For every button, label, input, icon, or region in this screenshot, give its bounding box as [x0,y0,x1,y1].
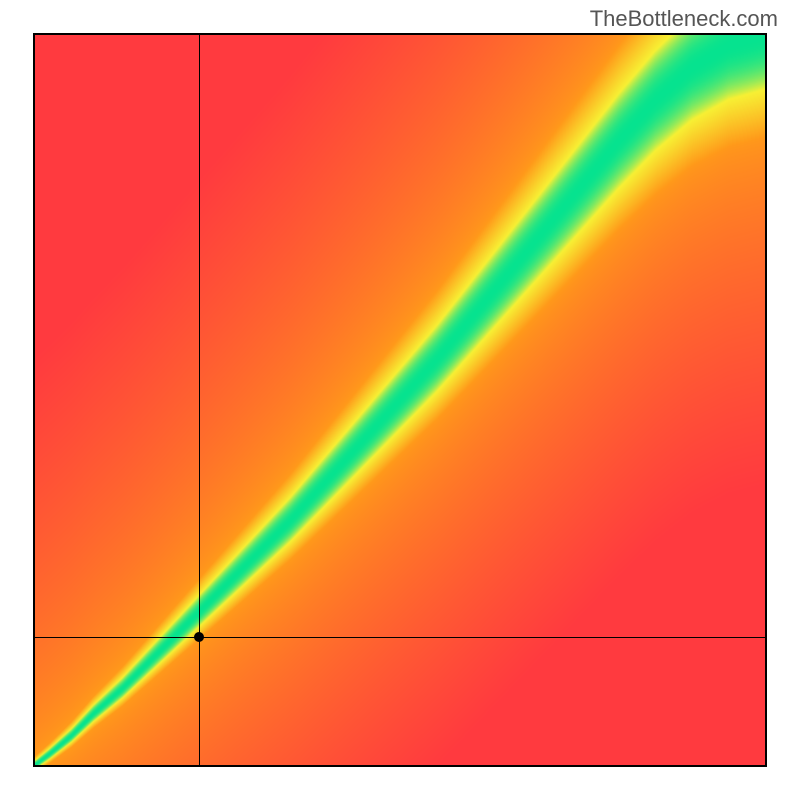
watermark-text: TheBottleneck.com [590,6,778,32]
crosshair-vertical [199,35,200,765]
bottleneck-heatmap [35,35,765,765]
chart-container: { "watermark": "TheBottleneck.com", "lay… [0,0,800,800]
operating-point-marker [194,632,204,642]
crosshair-horizontal [35,637,765,638]
